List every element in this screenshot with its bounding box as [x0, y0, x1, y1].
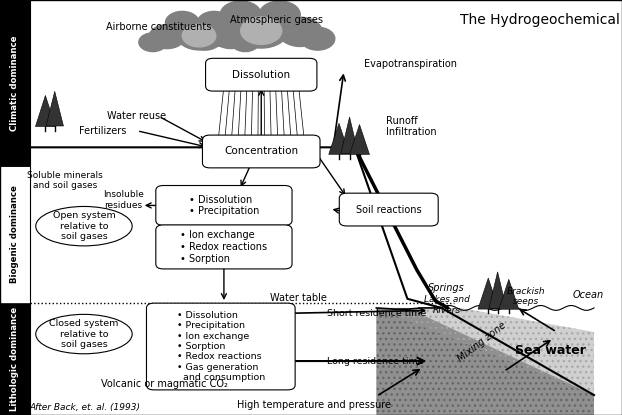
Text: Evapotranspiration: Evapotranspiration	[364, 59, 457, 69]
Text: Brackish
seeps: Brackish seeps	[506, 287, 545, 306]
FancyBboxPatch shape	[202, 135, 320, 168]
Text: Volcanic or magmatic CO₂: Volcanic or magmatic CO₂	[101, 379, 228, 389]
Text: Open system
relative to
soil gases: Open system relative to soil gases	[53, 211, 115, 241]
Ellipse shape	[36, 206, 132, 246]
Text: Insoluble
residues: Insoluble residues	[103, 190, 144, 210]
Bar	[0, 303, 30, 415]
Polygon shape	[341, 117, 358, 154]
Text: Soil reactions: Soil reactions	[356, 205, 422, 215]
Text: Ocean: Ocean	[572, 290, 603, 300]
Circle shape	[149, 24, 185, 49]
Text: Lakes and
Rivers: Lakes and Rivers	[424, 295, 470, 315]
Text: Dissolution: Dissolution	[232, 70, 290, 80]
Polygon shape	[499, 279, 519, 309]
Circle shape	[188, 27, 222, 50]
Text: Lithologic dominance: Lithologic dominance	[11, 307, 19, 411]
Text: Fertilizers: Fertilizers	[79, 126, 126, 136]
FancyBboxPatch shape	[340, 193, 438, 226]
Circle shape	[234, 12, 289, 48]
Text: Short residence time: Short residence time	[327, 309, 426, 318]
Text: Sea water: Sea water	[515, 344, 586, 357]
Text: High temperature and pressure: High temperature and pressure	[237, 400, 391, 410]
Circle shape	[139, 33, 167, 51]
Polygon shape	[478, 278, 499, 309]
Circle shape	[165, 11, 199, 34]
Circle shape	[259, 1, 300, 28]
Circle shape	[220, 1, 261, 28]
Text: Biogenic dominance: Biogenic dominance	[11, 186, 19, 283]
Circle shape	[231, 33, 259, 51]
FancyBboxPatch shape	[156, 225, 292, 269]
Circle shape	[278, 17, 322, 46]
Text: Runoff
Infiltration: Runoff Infiltration	[386, 116, 436, 137]
Bar	[0, 166, 30, 303]
FancyBboxPatch shape	[147, 303, 295, 390]
Text: The Hydrogeochemical Cycle: The Hydrogeochemical Cycle	[460, 13, 622, 27]
Circle shape	[241, 17, 282, 44]
Circle shape	[177, 20, 221, 50]
Text: • Dissolution
• Precipitation
• Ion exchange
• Sorption
• Redox reactions
• Gas : • Dissolution • Precipitation • Ion exch…	[177, 311, 265, 382]
FancyBboxPatch shape	[205, 59, 317, 91]
Circle shape	[197, 11, 231, 34]
Text: Mixing zone: Mixing zone	[456, 320, 508, 364]
Polygon shape	[35, 95, 55, 127]
Polygon shape	[329, 123, 350, 154]
Circle shape	[213, 24, 249, 49]
Text: Water reuse: Water reuse	[107, 111, 167, 121]
Text: • Dissolution
• Precipitation: • Dissolution • Precipitation	[188, 195, 259, 216]
Polygon shape	[46, 91, 63, 126]
Text: Closed system
relative to
soil gases: Closed system relative to soil gases	[49, 319, 119, 349]
Polygon shape	[376, 308, 594, 415]
Circle shape	[200, 17, 244, 46]
Polygon shape	[376, 308, 594, 395]
FancyBboxPatch shape	[156, 186, 292, 225]
Bar	[0, 0, 30, 166]
Text: Climatic dominance: Climatic dominance	[11, 35, 19, 131]
Circle shape	[182, 24, 216, 47]
Polygon shape	[350, 124, 369, 154]
Text: Concentration: Concentration	[224, 146, 299, 156]
Polygon shape	[489, 272, 506, 308]
Text: Atmospheric gases: Atmospheric gases	[230, 15, 323, 24]
Text: • Ion exchange
• Redox reactions
• Sorption: • Ion exchange • Redox reactions • Sorpt…	[180, 230, 267, 264]
Text: Water table: Water table	[270, 293, 327, 303]
Text: After Back, et. al. (1993): After Back, et. al. (1993)	[30, 403, 141, 412]
Text: Long residence time: Long residence time	[327, 356, 423, 366]
Text: Soluble minerals
and soil gases: Soluble minerals and soil gases	[27, 171, 103, 190]
Text: Airborne constituents: Airborne constituents	[106, 22, 211, 32]
Text: Springs: Springs	[428, 283, 465, 293]
Circle shape	[300, 27, 335, 50]
Ellipse shape	[36, 315, 132, 354]
